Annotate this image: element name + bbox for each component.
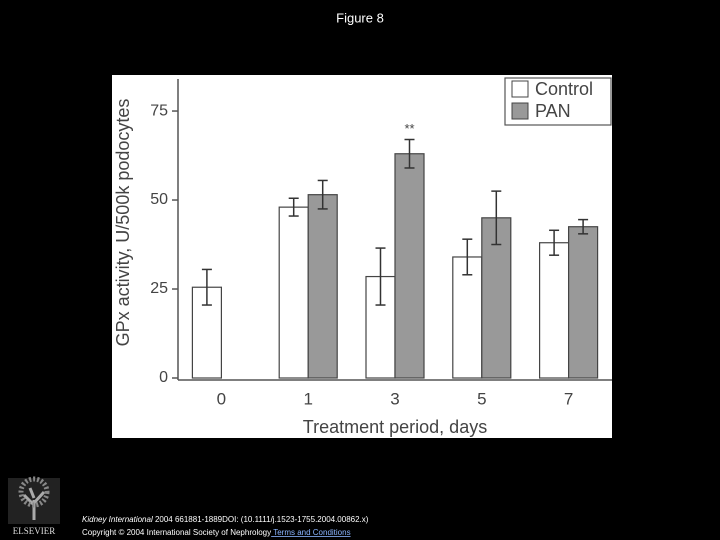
y-axis-label: GPx activity, U/500k podocytes <box>113 99 133 347</box>
bar <box>538 242 570 379</box>
logo-text: ELSEVIER <box>13 526 56 536</box>
copyright: Copyright © 2004 International Society o… <box>82 528 351 537</box>
x-tick-label: 3 <box>390 389 399 408</box>
y-tick-label: 50 <box>150 191 168 208</box>
citation: Kidney International 2004 661881-1889DOI… <box>82 515 369 524</box>
legend-swatch <box>511 102 529 120</box>
y-tick-label: 75 <box>150 102 168 119</box>
x-tick-label: 1 <box>303 389 312 408</box>
citation-details: 2004 661881-1889DOI: (10.1111/j.1523-175… <box>153 515 369 524</box>
bar <box>394 153 425 379</box>
legend-swatch <box>511 80 529 98</box>
bar <box>452 256 483 379</box>
journal: Kidney International <box>82 515 153 524</box>
y-tick-label: 25 <box>150 280 168 297</box>
x-tick-label: 0 <box>217 389 226 408</box>
terms-link[interactable]: Terms and Conditions <box>271 528 350 537</box>
x-tick-label: 7 <box>564 389 573 408</box>
x-axis-label: Treatment period, days <box>303 417 487 437</box>
chart-panel <box>112 75 612 438</box>
legend-label: PAN <box>535 101 571 121</box>
copyright-text: Copyright © 2004 International Society o… <box>82 528 271 537</box>
elsevier-logo: ELSEVIER <box>8 476 60 536</box>
x-tick-label: 5 <box>477 389 486 408</box>
bar <box>278 206 309 379</box>
y-tick-label: 0 <box>159 369 168 386</box>
annotation: ** <box>404 121 414 136</box>
bar <box>567 226 599 379</box>
figure-heading: Figure 8 <box>336 10 384 25</box>
legend-label: Control <box>535 79 593 99</box>
bar <box>307 194 338 379</box>
